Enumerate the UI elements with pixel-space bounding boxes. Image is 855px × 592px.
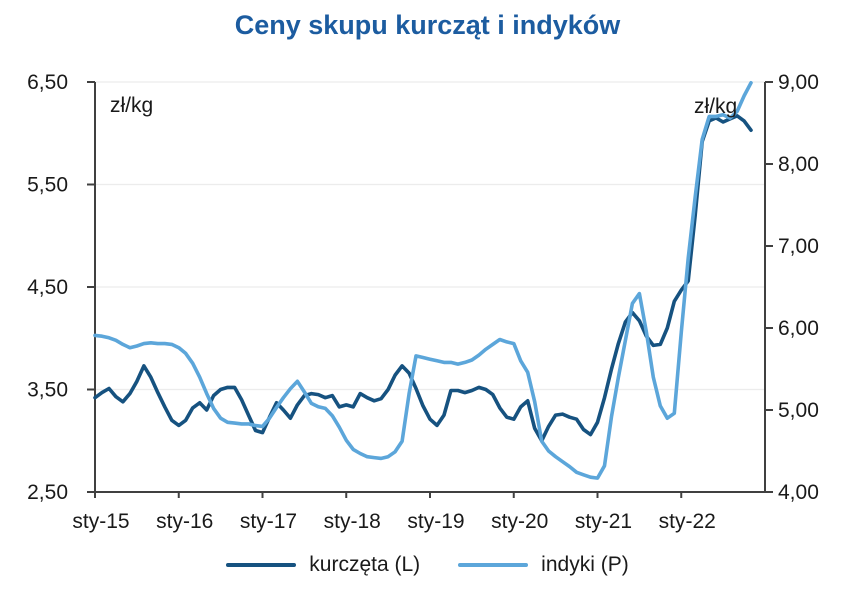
y-axis-right-label: 7,00 bbox=[778, 235, 819, 258]
x-axis-label: sty-22 bbox=[659, 510, 716, 533]
series-line-indyki bbox=[93, 81, 753, 480]
chart-legend: kurczęta (L) indyki (P) bbox=[0, 553, 855, 577]
unit-label-right: zł/kg bbox=[694, 95, 737, 118]
legend-swatch-indyki bbox=[458, 563, 529, 567]
y-axis-right-label: 8,00 bbox=[778, 153, 819, 176]
unit-label-left: zł/kg bbox=[110, 94, 153, 117]
x-axis-label: sty-17 bbox=[240, 510, 297, 533]
chart-svg: 6,50 5,50 4,50 3,50 2,50 9,00 8,00 7,00 6,00 5,00… bbox=[27, 71, 819, 533]
y-axis-right-label: 6,00 bbox=[778, 317, 819, 340]
x-axis-label: sty-18 bbox=[324, 510, 381, 533]
legend-label-kurczeta: kurczęta (L) bbox=[309, 553, 421, 576]
chart-title: Ceny skupu kurcząt i indyków bbox=[234, 10, 621, 40]
y-axis-right-label: 9,00 bbox=[778, 71, 819, 94]
x-axis-label: sty-20 bbox=[491, 510, 548, 533]
y-axis-left-label: 2,50 bbox=[27, 481, 68, 504]
legend-item-kurczeta: kurczęta (L) bbox=[226, 553, 420, 577]
legend-item-indyki: indyki (P) bbox=[458, 553, 629, 577]
x-axis-label: sty-16 bbox=[156, 510, 213, 533]
y-axis-right-label: 4,00 bbox=[778, 481, 819, 504]
legend-label-indyki: indyki (P) bbox=[541, 553, 629, 576]
x-axis-label: sty-19 bbox=[407, 510, 464, 533]
series-line-kurczeta bbox=[93, 114, 753, 443]
y-axis-left-label: 4,50 bbox=[27, 276, 68, 299]
y-axis-left-label: 3,50 bbox=[27, 379, 68, 402]
y-axis-right-label: 5,00 bbox=[778, 399, 819, 422]
legend-swatch-kurczeta bbox=[226, 563, 297, 567]
x-axis-label: sty-21 bbox=[575, 510, 632, 533]
y-axis-left-label: 5,50 bbox=[27, 174, 68, 197]
chart-generated-layer: 6,50 5,50 4,50 3,50 2,50 9,00 8,00 7,00 6,00 5,00… bbox=[27, 71, 819, 533]
y-axis-left-label: 6,50 bbox=[27, 71, 68, 94]
x-axis-label: sty-15 bbox=[72, 510, 129, 533]
